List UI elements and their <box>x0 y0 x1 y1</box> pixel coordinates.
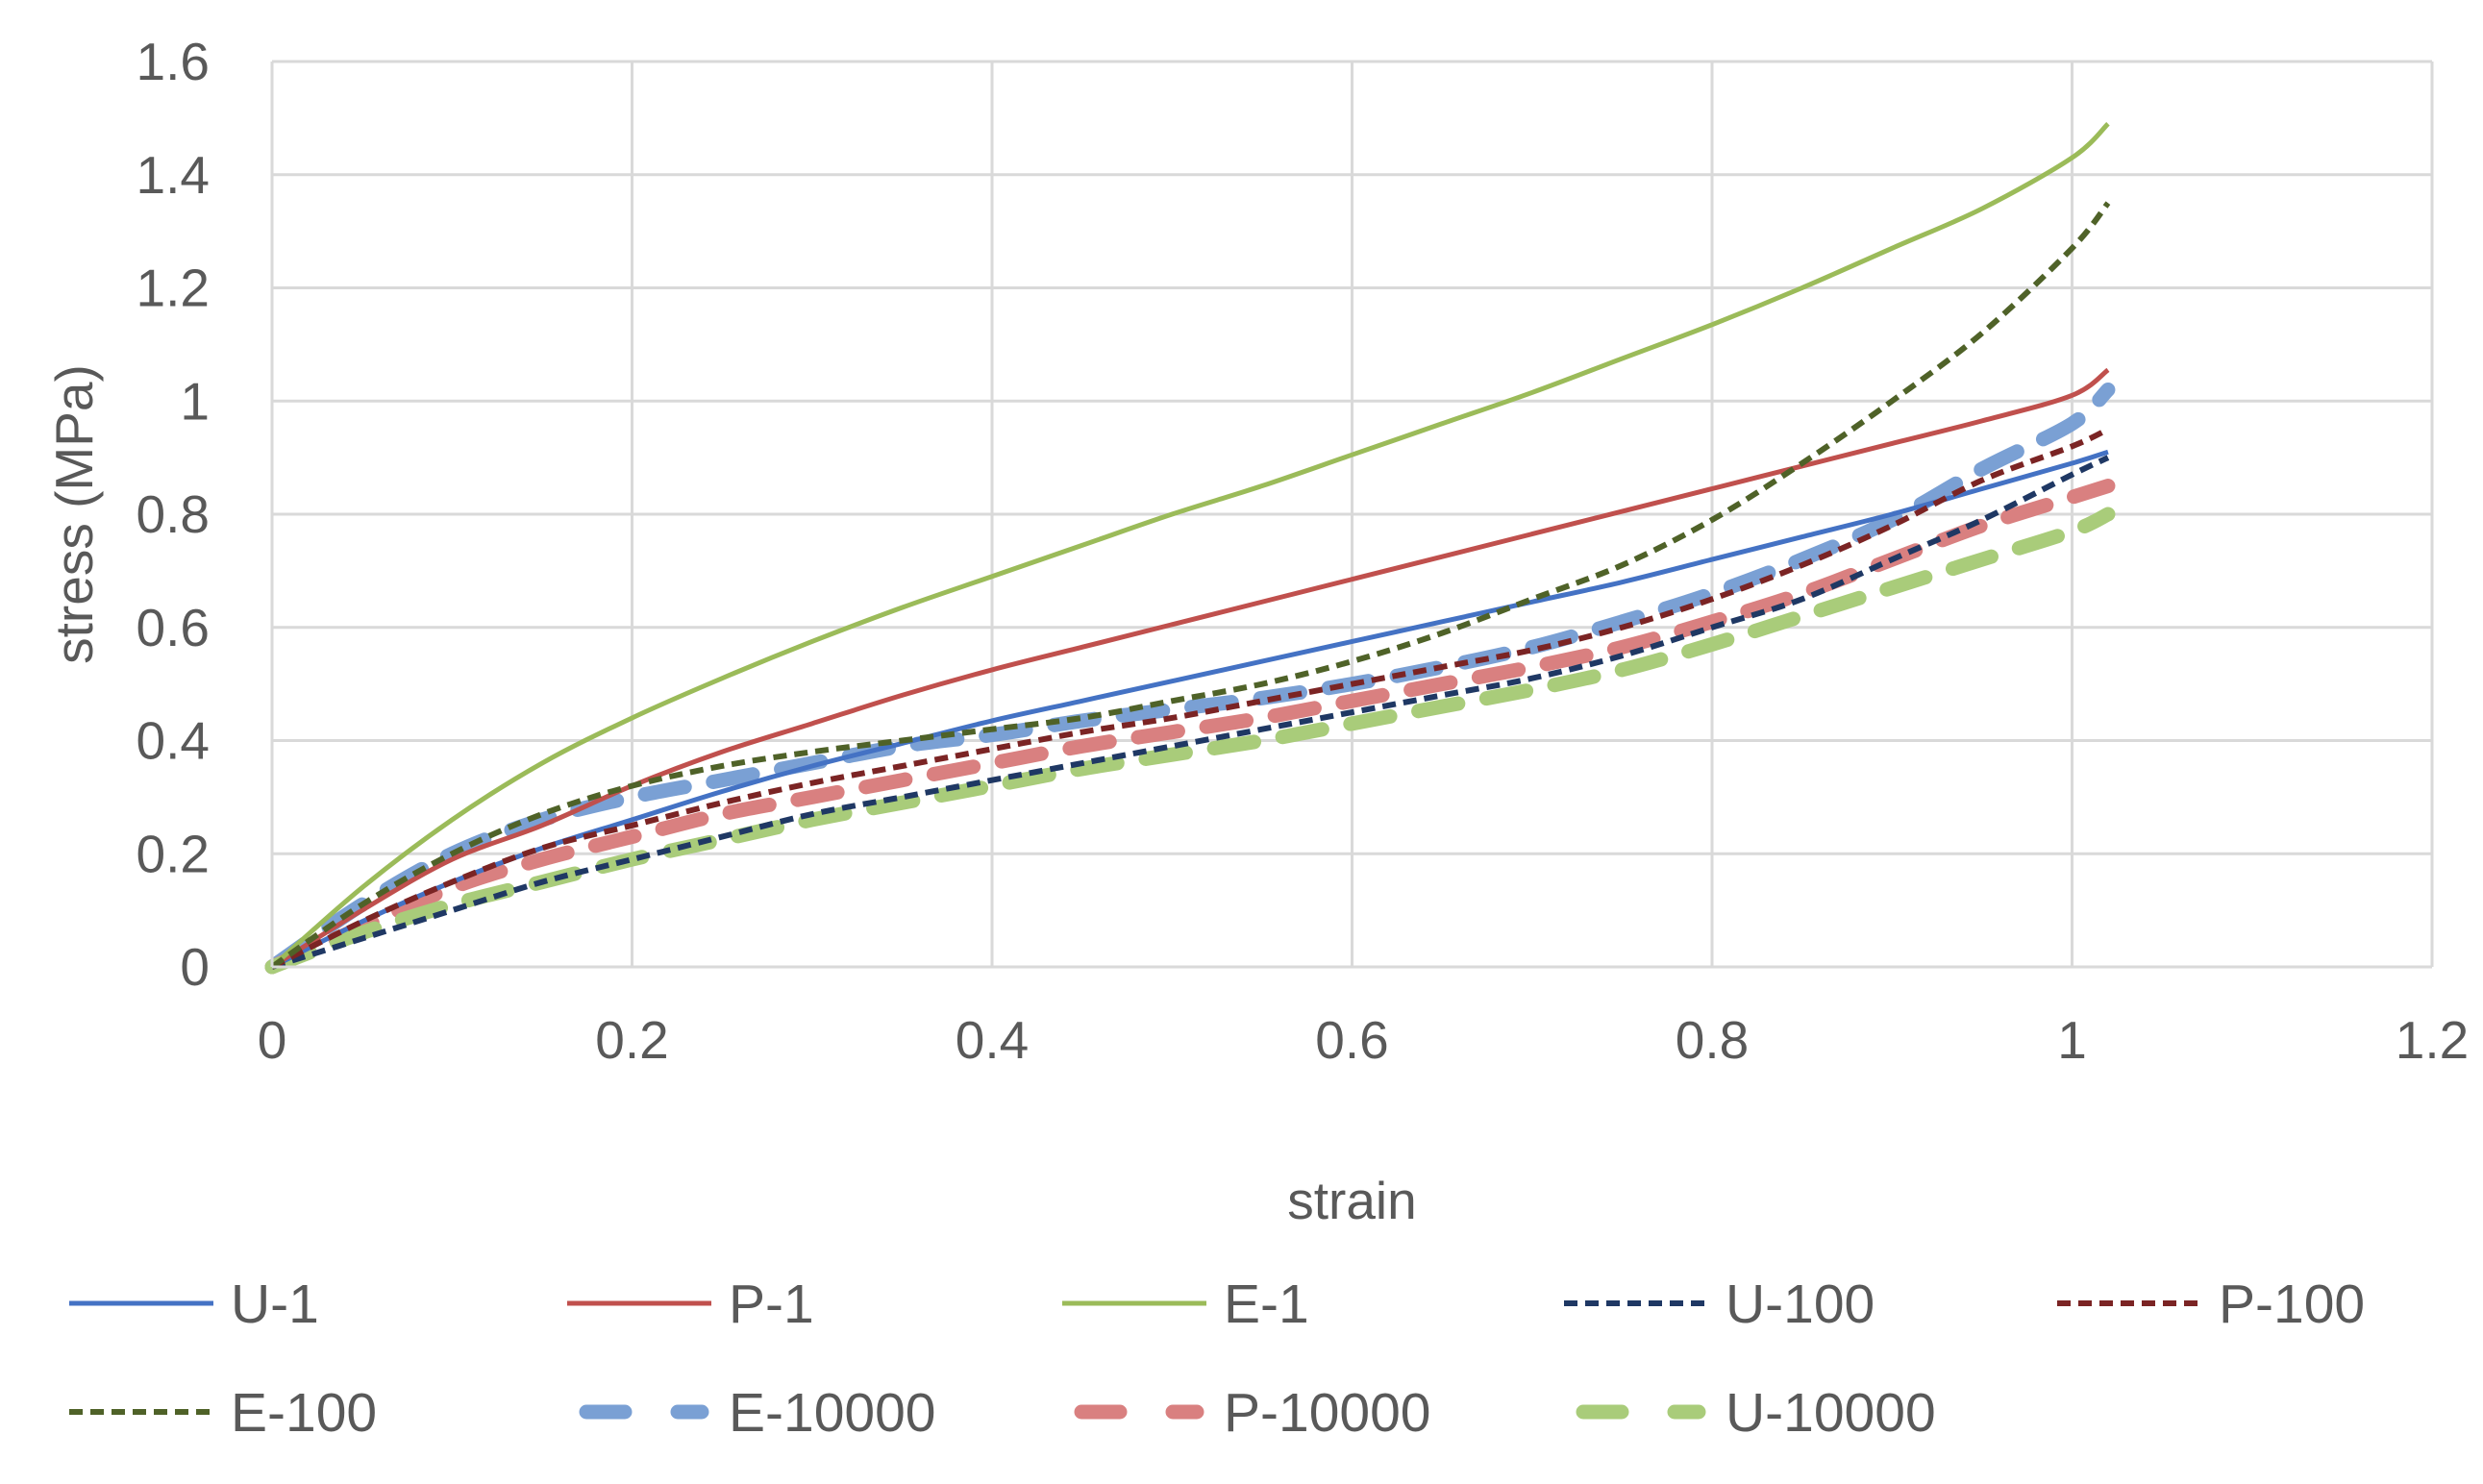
x-tick-label: 1.2 <box>2396 1010 2469 1070</box>
y-tick-label: 0 <box>180 937 210 997</box>
legend-item-u-1: U-1 <box>69 1274 319 1335</box>
series-line-e-1 <box>270 121 2110 969</box>
legend-item-u-10000: U-10000 <box>1576 1382 1936 1444</box>
legend-item-e-10000: E-10000 <box>579 1382 936 1444</box>
x-tick-label: 0.8 <box>1676 1010 1749 1070</box>
legend-label: E-1 <box>1224 1274 1309 1335</box>
gridlines <box>272 60 2434 967</box>
x-tick-label: 0.2 <box>595 1010 668 1070</box>
legend-label: P-1 <box>729 1274 814 1335</box>
y-tick-label: 0.2 <box>137 824 210 883</box>
y-axis-title: stress (MPa) <box>44 364 104 664</box>
series-line-p-10000 <box>264 479 2116 975</box>
legend-item-u-100: U-100 <box>1564 1274 1875 1335</box>
x-tick-label: 1 <box>2057 1010 2087 1070</box>
axes: 0 0.2 0.4 0.6 0.8 1 1.2 1.4 1.6 0 0.2 0.4 0.6 0.8 1 1.2 <box>137 32 2470 1070</box>
legend-label: E-100 <box>231 1382 377 1444</box>
legend-item-e-1: E-1 <box>1062 1274 1309 1335</box>
legend: U-1 P-1 E-1 U-100 P-100 E-100 E-10000 P-10000 U-… <box>69 1274 2365 1444</box>
series-line-e-100 <box>270 201 2111 970</box>
legend-label: U-10000 <box>1726 1382 1936 1444</box>
y-tick-label: 0.8 <box>137 484 210 544</box>
x-tick-label: 0.4 <box>956 1010 1029 1070</box>
legend-label: U-1 <box>231 1274 319 1335</box>
legend-label: P-10000 <box>1224 1382 1431 1444</box>
x-tick-label: 0 <box>258 1010 287 1070</box>
series-line-u-1 <box>270 449 2109 970</box>
legend-item-e-100: E-100 <box>69 1382 377 1444</box>
y-tick-label: 1.4 <box>137 145 210 205</box>
legend-label: E-10000 <box>729 1382 936 1444</box>
legend-label: U-100 <box>1726 1274 1875 1335</box>
x-axis-title: strain <box>1287 1171 1417 1230</box>
y-tick-label: 1 <box>180 371 210 431</box>
y-tick-label: 0.4 <box>137 711 210 771</box>
series-line-p-100 <box>270 426 2110 970</box>
data-series <box>264 121 2116 975</box>
y-tick-label: 0.6 <box>137 598 210 657</box>
series-line-u-100 <box>271 455 2110 970</box>
y-tick-label: 1.6 <box>137 32 210 91</box>
legend-label: P-100 <box>2219 1274 2365 1335</box>
y-tick-label: 1.2 <box>137 259 210 318</box>
legend-item-p-10000: P-10000 <box>1074 1382 1431 1444</box>
series-line-p-1 <box>270 367 2110 970</box>
series-line-e-10000 <box>264 382 2116 975</box>
x-tick-label: 0.6 <box>1315 1010 1388 1070</box>
legend-item-p-1: P-1 <box>567 1274 814 1335</box>
legend-item-p-100: P-100 <box>2057 1274 2365 1335</box>
